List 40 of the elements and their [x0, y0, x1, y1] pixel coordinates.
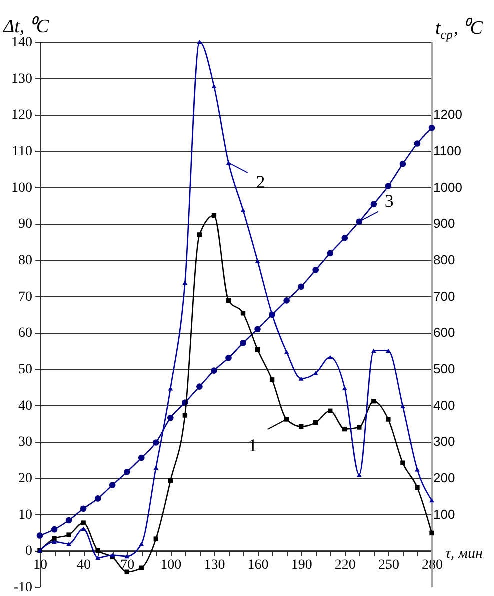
- y2-tick-label: 1100: [434, 144, 462, 158]
- y-tick-label: 40: [18, 398, 32, 414]
- x-tick-label: 130: [204, 558, 226, 574]
- legend-label: 2: [256, 172, 266, 192]
- y2-tick-label: 700: [434, 288, 456, 304]
- y-tick-label: 100: [12, 180, 32, 196]
- y2-tick-label: 300: [434, 434, 456, 450]
- y-tick-label: 60: [18, 326, 32, 342]
- x-tick-label: 250: [378, 558, 400, 574]
- x-tick-label: 220: [334, 558, 356, 574]
- x-tick-label: 160: [248, 558, 269, 574]
- y2-tick-label: 500: [434, 362, 456, 376]
- y-tick-label: 140: [12, 36, 32, 50]
- y2-tick-label: 900: [434, 216, 456, 232]
- y2-tick-label: 1200: [434, 107, 462, 122]
- x-tick-label: 70: [120, 558, 135, 574]
- y-tick-label: 30: [18, 435, 32, 450]
- y-tick-label: 120: [12, 108, 32, 124]
- y-tick-label: 130: [12, 72, 32, 87]
- x-axis-title: τ, мин: [446, 546, 483, 562]
- y2-tick-label: 800: [434, 252, 456, 268]
- x-tick-label: 190: [291, 558, 312, 574]
- x-tick-label: 100: [160, 558, 182, 574]
- y2-tick-label: 200: [434, 470, 456, 486]
- y-tick-label: 50: [18, 362, 32, 378]
- y2-tick-label: 600: [434, 325, 456, 340]
- y-tick-label: 20: [18, 472, 32, 486]
- series-label: 3: [384, 190, 394, 211]
- y-tick-label: 110: [12, 144, 32, 160]
- y2-tick-label: 100: [434, 506, 456, 522]
- y-tick-label: 0: [26, 544, 32, 560]
- y-tick-label: 80: [18, 254, 32, 268]
- y2-tick-label: 400: [434, 398, 456, 413]
- y-tick-label: -10: [14, 580, 32, 596]
- y-tick-label: 90: [18, 217, 32, 232]
- y2-tick-label: 1000: [434, 180, 462, 195]
- y-axis-title: Δt, ⁰C: [2, 16, 50, 38]
- y-tick-label: 10: [18, 508, 32, 523]
- y-tick-label: 70: [18, 290, 32, 305]
- x-tick-label: 40: [77, 558, 92, 574]
